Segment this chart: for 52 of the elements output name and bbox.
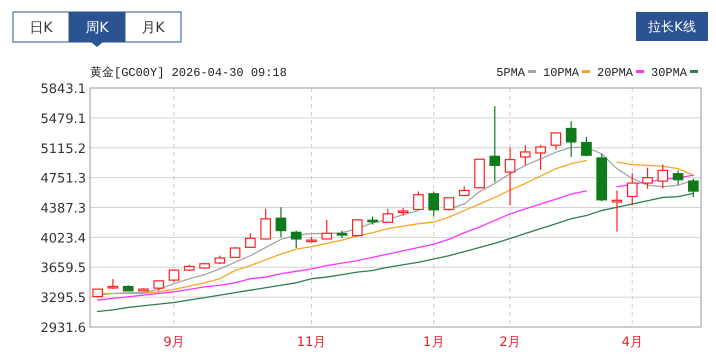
candlestick [581, 136, 592, 157]
candlestick [458, 186, 470, 198]
candlestick [444, 196, 454, 212]
y-tick-label: 5115.2 [40, 142, 86, 157]
candlestick [612, 190, 622, 232]
candlestick [413, 190, 424, 210]
legend-label: 30PMA [651, 66, 688, 80]
candlestick [642, 167, 653, 190]
candlestick [428, 190, 440, 218]
y-tick-label: 4023.4 [40, 231, 86, 246]
chart-title: 黄金[GC00Y] 2026-04-30 09:18 [90, 66, 287, 80]
y-tick-label: 3295.5 [40, 291, 86, 306]
text: 日K [29, 20, 54, 36]
legend-label: 10PMA [543, 66, 580, 80]
x-tick-label: 2月 [499, 335, 521, 350]
candlestick [672, 170, 684, 186]
candlestick [626, 172, 638, 206]
y-tick-label: 3659.5 [40, 261, 86, 276]
candlestick [657, 164, 668, 189]
candlestick [504, 147, 516, 206]
text: 拉长K线 [648, 20, 696, 35]
candlestick [276, 206, 286, 238]
candlestick [550, 132, 562, 150]
legend-label: 5PMA [496, 66, 526, 80]
candlestick [566, 120, 576, 158]
y-tick-label: 2931.6 [40, 321, 86, 336]
y-tick-label: 4751.3 [40, 172, 86, 187]
candlestick [260, 208, 271, 240]
candlestick [688, 178, 699, 198]
candlestick [245, 232, 256, 249]
text: 月K [141, 20, 166, 36]
text: 周K [85, 20, 110, 36]
candlestick [153, 280, 164, 292]
x-tick-label: 4月 [622, 335, 643, 350]
candlestick [352, 218, 363, 237]
y-tick-label: 4387.3 [40, 202, 86, 217]
x-tick-label: 11月 [296, 335, 326, 350]
legend-label: 20PMA [597, 66, 634, 80]
candlestick [290, 230, 302, 249]
candlestick [108, 278, 118, 290]
x-tick-label: 9月 [163, 335, 185, 350]
candlestick [382, 208, 394, 224]
candlestick [535, 144, 546, 170]
candlestick [230, 246, 240, 258]
line-series [96, 192, 694, 312]
y-tick-label: 5843.1 [40, 82, 86, 97]
x-tick-label: 1月 [423, 335, 444, 350]
candlestick [321, 219, 332, 240]
candlestick [489, 105, 500, 183]
candlestick [168, 269, 180, 282]
candlestick [520, 144, 531, 166]
y-tick-label: 5479.1 [40, 112, 86, 127]
